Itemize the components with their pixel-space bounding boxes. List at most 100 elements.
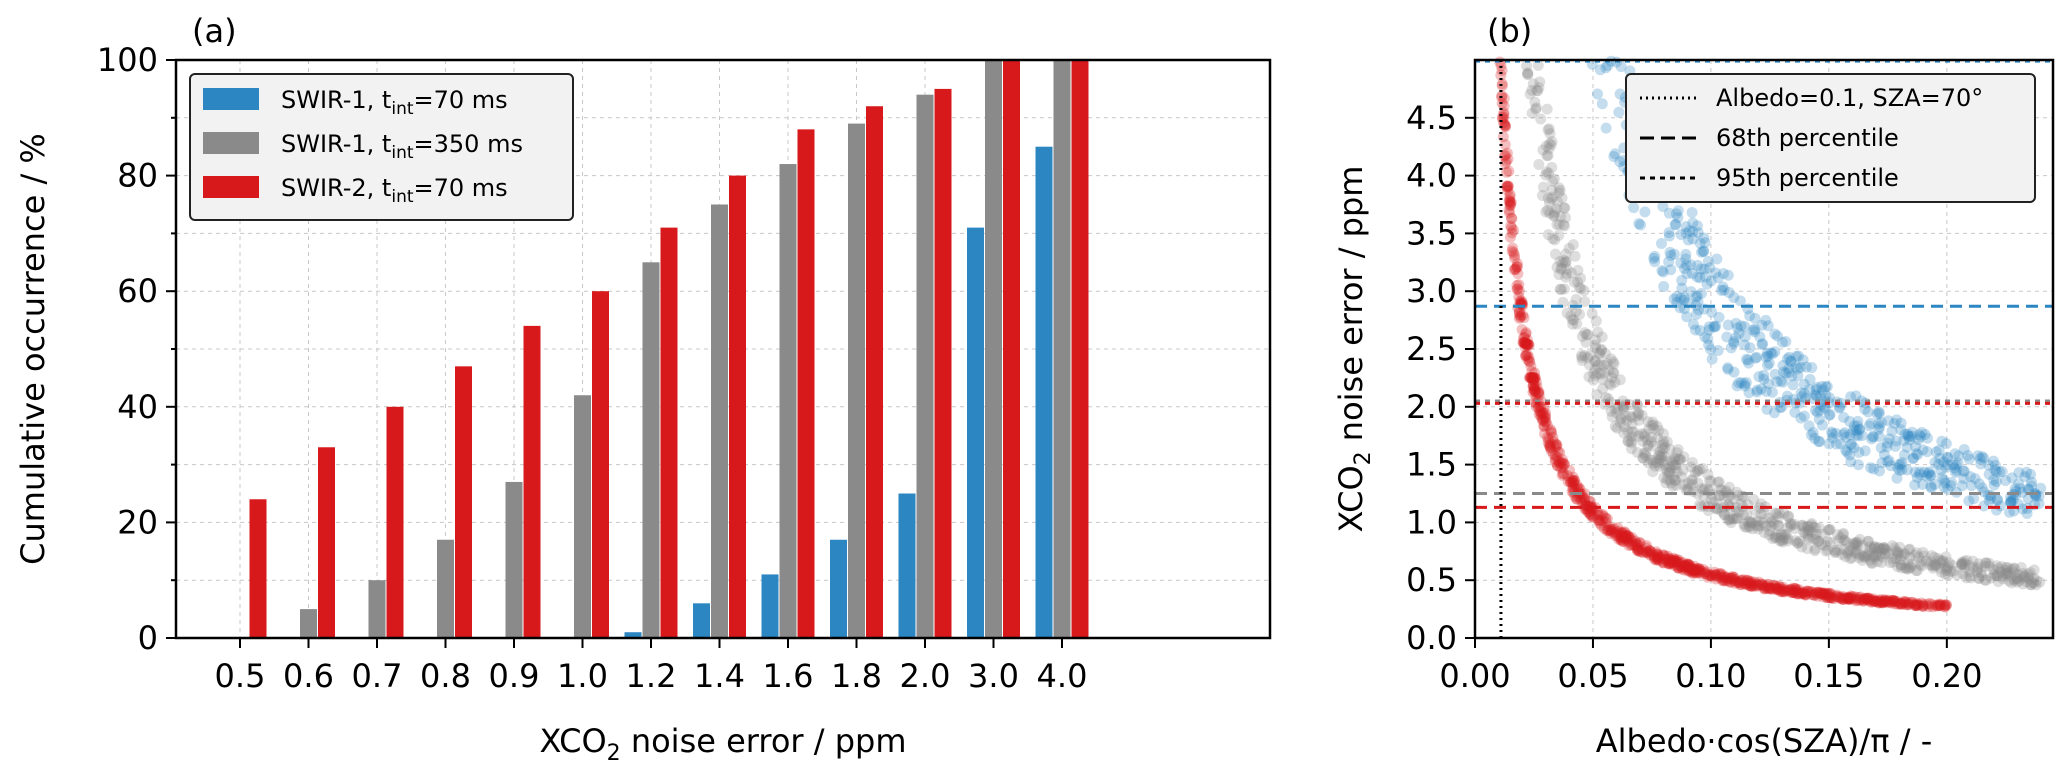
- scatter-point: [1799, 589, 1811, 601]
- scatter-point: [1990, 476, 2002, 488]
- scatter-point: [1923, 601, 1935, 613]
- scatter-point: [1762, 350, 1774, 362]
- scatter-point: [1528, 384, 1540, 396]
- scatter-point: [1650, 456, 1662, 468]
- scatter-point: [1552, 460, 1564, 472]
- scatter-point: [1641, 546, 1653, 558]
- scatter-point: [1567, 239, 1579, 251]
- scatter-point: [1856, 593, 1868, 605]
- scatter-point: [1616, 527, 1628, 539]
- scatter-point: [1728, 513, 1740, 525]
- scatter-point: [1770, 582, 1782, 594]
- scatter-point: [1816, 528, 1828, 540]
- scatter-point: [1636, 544, 1648, 556]
- scatter-point: [1633, 414, 1645, 426]
- scatter-point: [1832, 544, 1844, 556]
- scatter-point: [1586, 307, 1598, 319]
- scatter-point: [1888, 595, 1900, 607]
- scatter-point: [1527, 372, 1539, 384]
- scatter-point: [1783, 366, 1795, 378]
- legend-entry: 68th percentile: [1716, 124, 1899, 152]
- scatter-point: [1715, 568, 1727, 580]
- scatter-point: [1688, 560, 1700, 572]
- scatter-point: [2011, 572, 2023, 584]
- scatter-point: [1687, 233, 1699, 245]
- scatter-point: [1677, 479, 1689, 491]
- scatter-point: [2000, 562, 2012, 574]
- scatter-point: [1755, 520, 1767, 532]
- scatter-point: [1502, 181, 1514, 193]
- scatter-point: [2030, 579, 2042, 591]
- scatter-point: [1727, 513, 1739, 525]
- scatter-point: [1647, 466, 1659, 478]
- scatter-point: [1725, 517, 1737, 529]
- scatter-point: [1550, 453, 1562, 465]
- scatter-point: [1674, 557, 1686, 569]
- scatter-point: [1875, 596, 1887, 608]
- scatter-point: [1779, 532, 1791, 544]
- scatter-point: [2013, 478, 2025, 490]
- scatter-point: [1850, 595, 1862, 607]
- scatter-point: [1672, 212, 1684, 224]
- scatter-point: [1894, 554, 1906, 566]
- scatter-point: [1828, 593, 1840, 605]
- scatter-point: [1712, 476, 1724, 488]
- scatter-point: [1658, 438, 1670, 450]
- scatter-point: [1861, 593, 1873, 605]
- scatter-point: [1750, 519, 1762, 531]
- scatter-point: [1983, 459, 1995, 471]
- scatter-point: [1959, 562, 1971, 574]
- x-tick-label: 0.15: [1793, 657, 1864, 695]
- scatter-point: [1910, 448, 1922, 460]
- scatter-point: [1506, 227, 1518, 239]
- scatter-point: [1576, 354, 1588, 366]
- scatter-point: [1821, 381, 1833, 393]
- scatter-point: [1850, 390, 1862, 402]
- scatter-point: [1571, 318, 1583, 330]
- scatter-point: [1792, 363, 1804, 375]
- scatter-point: [1867, 552, 1879, 564]
- scatter-point: [1935, 563, 1947, 575]
- scatter-point: [1787, 587, 1799, 599]
- scatter-point: [1743, 357, 1755, 369]
- scatter-point: [1576, 330, 1588, 342]
- y-tick-label: 40: [117, 388, 158, 426]
- scatter-point: [1574, 483, 1586, 495]
- scatter-point: [1872, 595, 1884, 607]
- scatter-point: [1506, 245, 1518, 257]
- scatter-point: [1932, 600, 1944, 612]
- scatter-point: [1728, 292, 1740, 304]
- scatter-point: [1806, 589, 1818, 601]
- bar: [916, 94, 934, 639]
- scatter-point: [1922, 467, 1934, 479]
- scatter-point: [1526, 84, 1538, 96]
- scatter-point: [1558, 254, 1570, 266]
- scatter-point: [1547, 448, 1559, 460]
- scatter-point: [1625, 534, 1637, 546]
- scatter-point: [1796, 541, 1808, 553]
- scatter-point: [1790, 350, 1802, 362]
- scatter-point: [1956, 480, 1968, 492]
- scatter-point: [1939, 600, 1951, 612]
- scatter-point: [1582, 506, 1594, 518]
- scatter-point: [1688, 564, 1700, 576]
- legend-entry: SWIR-1, tint=70 ms: [281, 86, 508, 119]
- scatter-point: [1799, 588, 1811, 600]
- scatter-point: [1592, 509, 1604, 521]
- scatter-point: [1650, 554, 1662, 566]
- scatter-point: [1741, 574, 1753, 586]
- scatter-point: [1842, 548, 1854, 560]
- scatter-point: [2011, 573, 2023, 585]
- scatter-point: [2018, 570, 2030, 582]
- scatter-point: [1683, 562, 1695, 574]
- scatter-point: [1595, 344, 1607, 356]
- scatter-point: [1842, 593, 1854, 605]
- scatter-point: [1644, 545, 1656, 557]
- scatter-point: [1834, 592, 1846, 604]
- scatter-point: [1747, 324, 1759, 336]
- x-tick-label: 0.05: [1557, 657, 1628, 695]
- scatter-point: [1501, 181, 1513, 193]
- scatter-point: [1765, 582, 1777, 594]
- scatter-point: [1758, 369, 1770, 381]
- scatter-point: [1727, 574, 1739, 586]
